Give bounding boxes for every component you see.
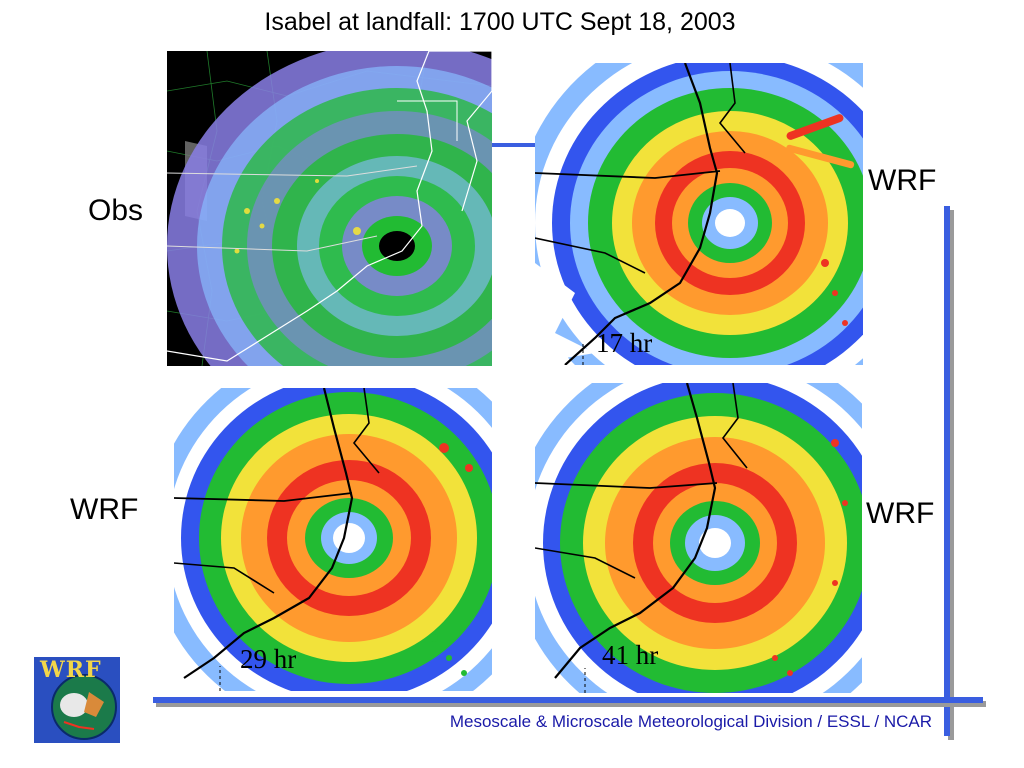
wrf-29hr-image <box>174 388 492 691</box>
vertical-accent-line <box>944 206 950 736</box>
forecast-17hr: 17 hr <box>596 328 653 358</box>
wrf-41hr-label: WRF <box>866 497 935 530</box>
forecast-41hr: 41 hr <box>602 640 659 670</box>
wrf-17hr-image <box>535 63 863 365</box>
obs-radar-image <box>167 51 492 366</box>
wrf-41hr-image <box>535 383 862 693</box>
footer-credit: Mesoscale & Microscale Meteorological Di… <box>449 712 932 731</box>
obs-label: Obs <box>88 194 144 227</box>
horizontal-accent-line <box>153 697 983 703</box>
connector-line <box>492 143 536 147</box>
vertical-line-shadow <box>948 210 954 740</box>
horizontal-line-shadow <box>156 701 986 707</box>
wrf-logo-text: WRF <box>40 657 102 683</box>
forecast-29hr: 29 hr <box>240 644 297 674</box>
slide-title: Isabel at landfall: 1700 UTC Sept 18, 20… <box>264 8 736 36</box>
wrf-29hr-label: WRF <box>70 493 139 526</box>
wrf-logo: WRF <box>34 657 120 743</box>
wrf-17hr-label: WRF <box>868 164 937 197</box>
